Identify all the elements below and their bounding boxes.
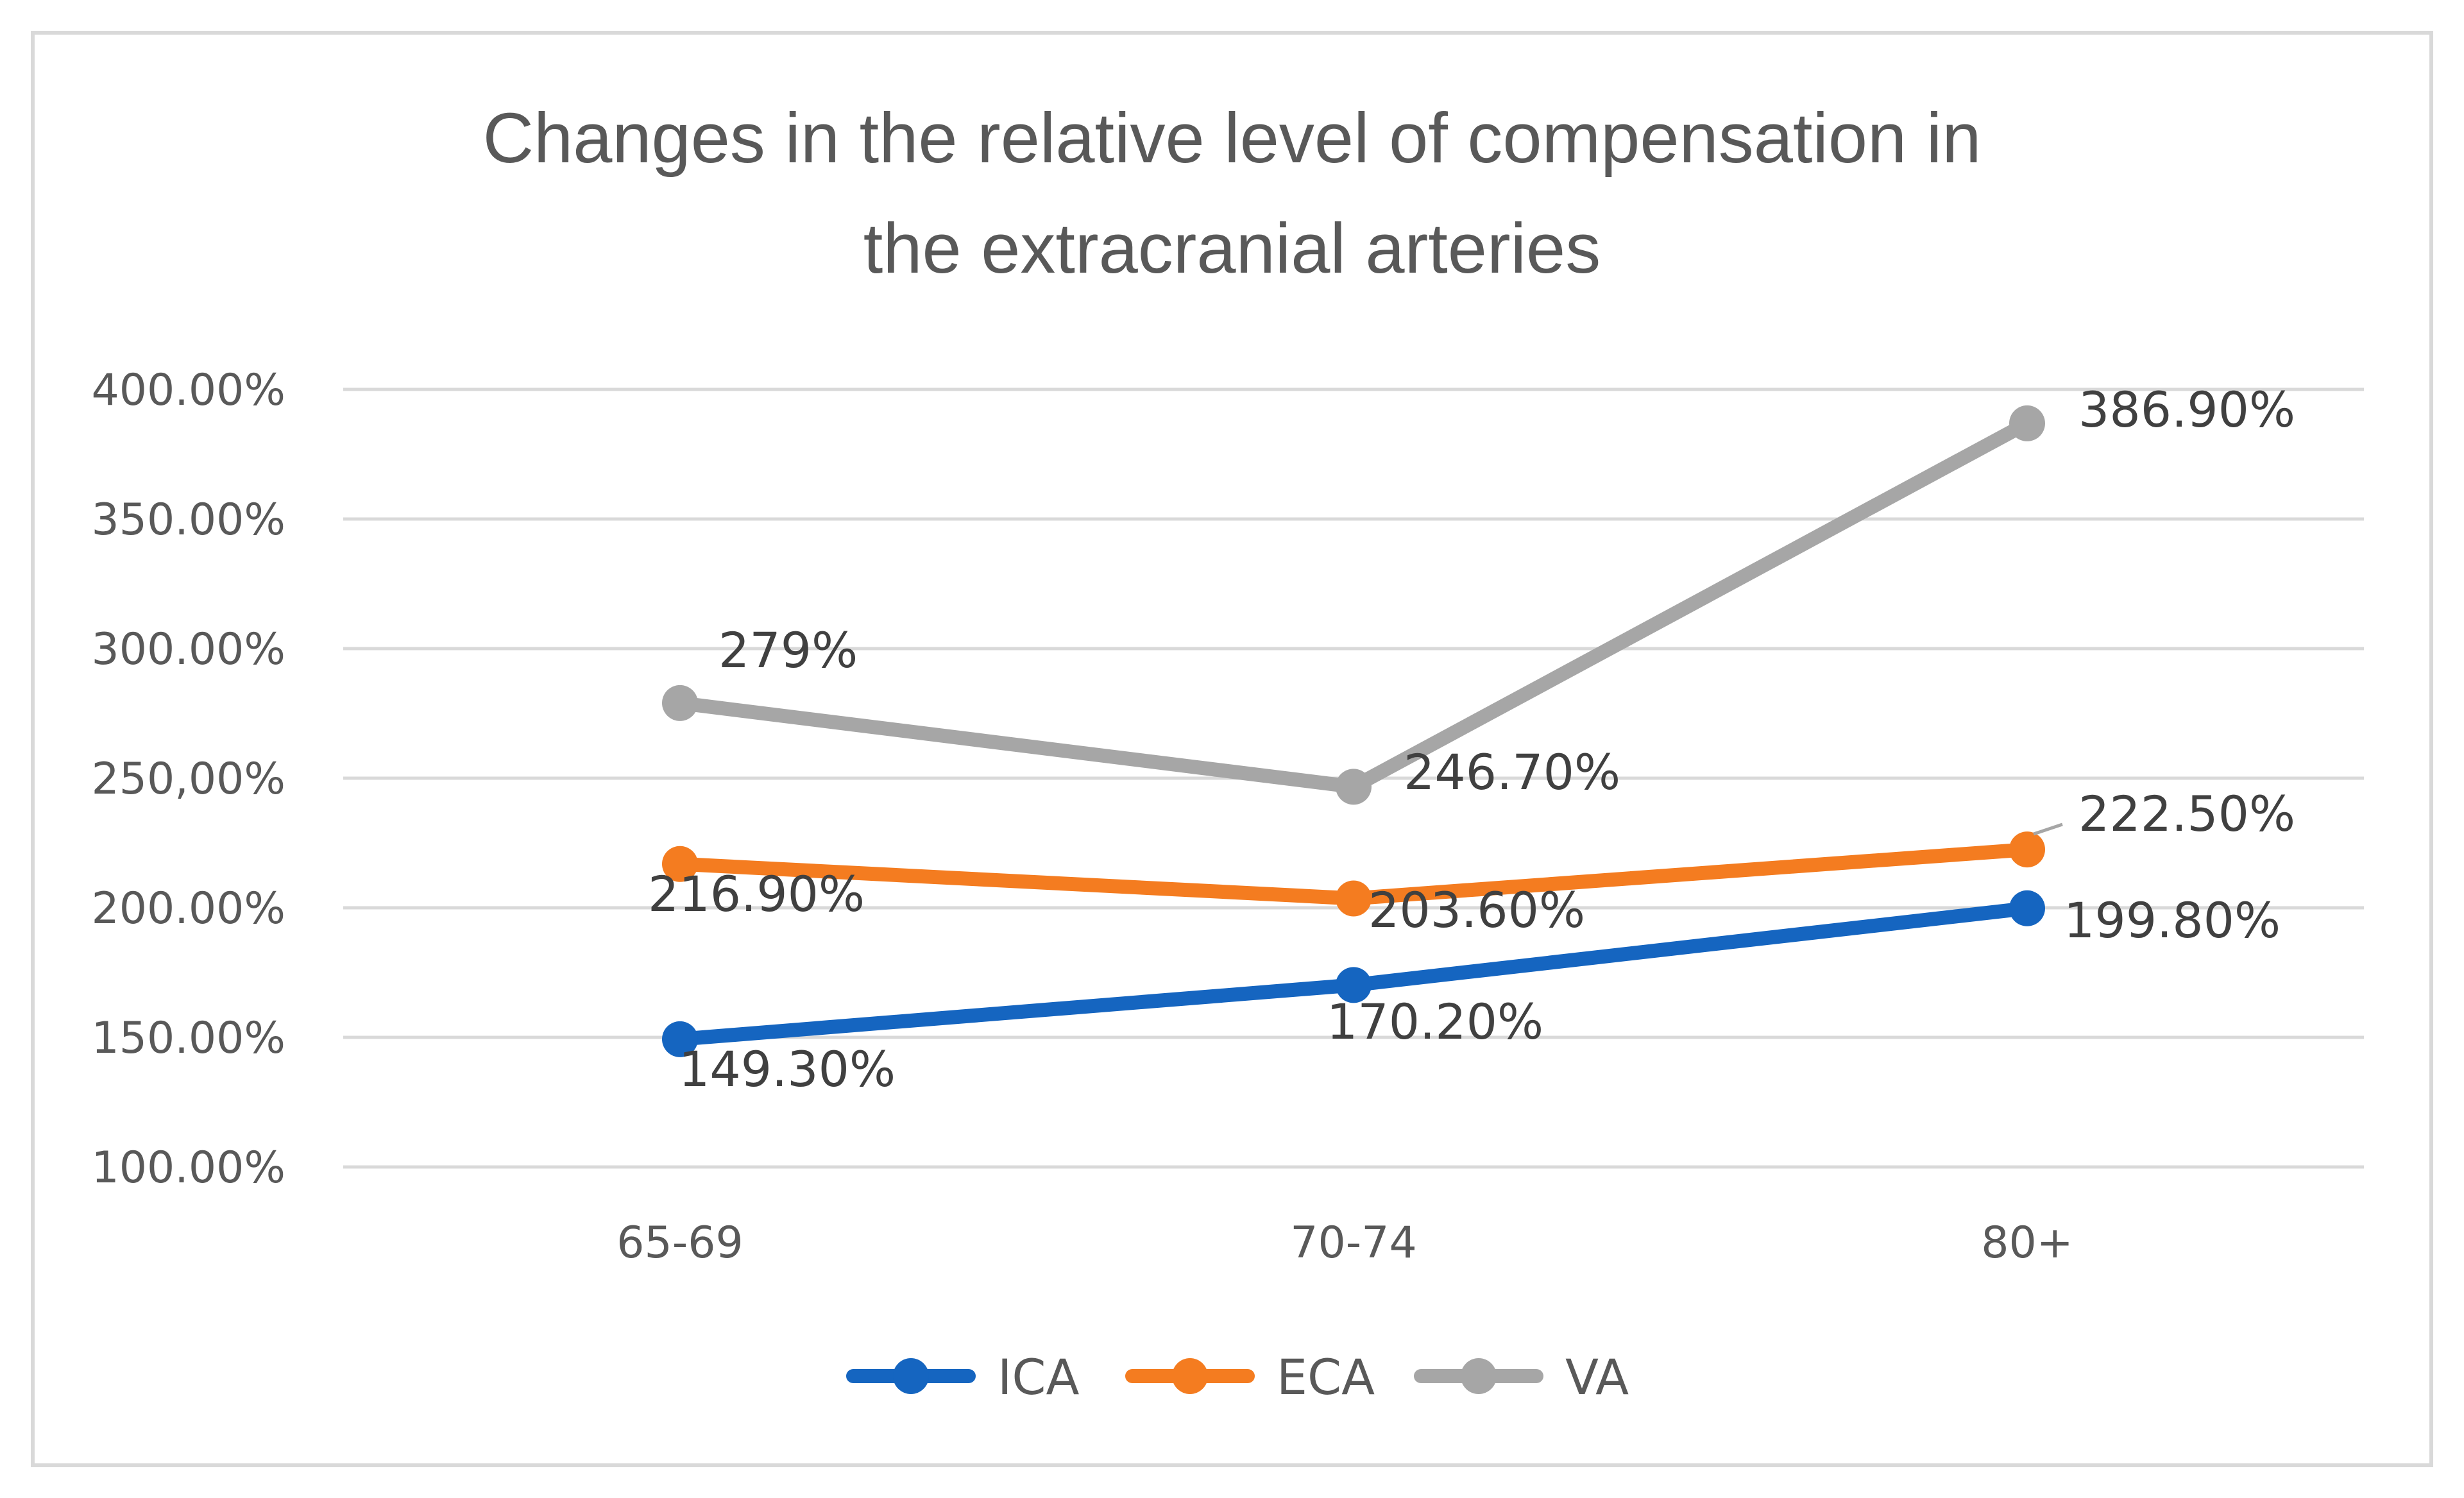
- label-leader-line: [2033, 822, 2063, 836]
- legend-marker-eca: [1172, 1358, 1208, 1394]
- data-point-ica: [2009, 890, 2045, 926]
- data-point-eca: [1336, 880, 1372, 917]
- chart-frame: [31, 31, 2433, 1467]
- y-tick-label: 350.00%: [91, 495, 285, 545]
- data-point-eca: [2009, 831, 2045, 868]
- x-tick-label: 70-74: [1290, 1218, 1417, 1268]
- data-label-eca: 203.60%: [1368, 881, 1585, 939]
- series-lines: [662, 405, 2045, 1057]
- legend: ICA ECA VA: [846, 1349, 1629, 1406]
- y-tick-label: 300.00%: [91, 624, 285, 675]
- legend-label-eca: ECA: [1277, 1349, 1375, 1406]
- y-axis-tick-labels: 100.00% 150.00% 200.00% 250,00% 300.00% 350.0…: [91, 365, 285, 1193]
- x-tick-label: 65-69: [616, 1218, 743, 1268]
- x-tick-label: 80+: [1981, 1218, 2073, 1268]
- data-label-ica: 170.20%: [1327, 993, 1543, 1050]
- data-point-va: [1336, 769, 1372, 805]
- data-label-eca: 216.90%: [648, 865, 865, 923]
- legend-marker-va: [1461, 1358, 1497, 1394]
- x-axis-tick-labels: 65-69 70-74 80+: [616, 1218, 2073, 1268]
- y-tick-label: 400.00%: [91, 365, 285, 416]
- y-tick-label: 250,00%: [91, 754, 285, 804]
- legend-marker-ica: [893, 1358, 929, 1394]
- legend-label-ica: ICA: [998, 1349, 1079, 1406]
- data-label-va: 279%: [718, 622, 858, 679]
- chart-title-line-1: Changes in the relative level of compens…: [482, 99, 1982, 178]
- y-tick-label: 200.00%: [91, 883, 285, 934]
- y-tick-label: 100.00%: [91, 1143, 285, 1193]
- series-line-va: [673, 416, 2034, 794]
- legend-label-va: VA: [1565, 1349, 1629, 1406]
- data-label-ica: 149.30%: [679, 1041, 896, 1098]
- data-label-eca: 222.50%: [2078, 785, 2295, 842]
- data-label-va: 246.70%: [1404, 744, 1620, 801]
- chart-title-line-2: the extracranial arteries: [863, 209, 1601, 288]
- data-point-eca: [662, 846, 698, 882]
- data-point-ica: [662, 1021, 698, 1057]
- y-tick-label: 150.00%: [91, 1013, 285, 1064]
- data-point-va: [662, 685, 698, 721]
- data-point-va: [2009, 405, 2045, 441]
- data-label-va: 386.90%: [2078, 381, 2295, 438]
- data-point-ica: [1336, 967, 1372, 1003]
- data-label-ica: 199.80%: [2064, 892, 2281, 949]
- chart-title: Changes in the relative level of compens…: [0, 83, 2464, 304]
- data-labels: 149.30% 170.20% 199.80% 216.90% 203.60% 222.5…: [648, 381, 2295, 1098]
